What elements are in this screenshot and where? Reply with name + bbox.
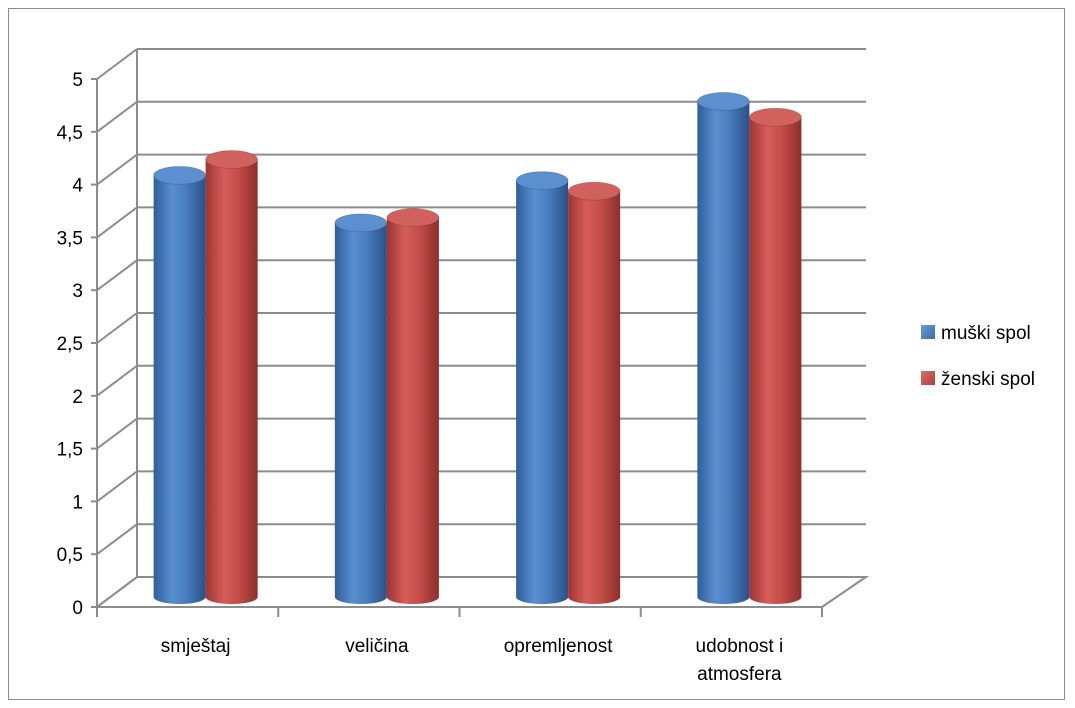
bar-body <box>568 191 621 605</box>
bar-body <box>697 101 750 605</box>
bar-top <box>334 213 388 233</box>
bar <box>567 181 621 605</box>
bar <box>515 171 569 605</box>
bar-top <box>386 208 440 228</box>
floor <box>94 576 870 608</box>
bar-top <box>515 171 569 191</box>
side-gridline <box>96 206 138 239</box>
axis-layer: 0 0,5 1 1,5 2 2,5 3 3,5 4 4,5 5 smještaj veličina opr… <box>57 70 823 685</box>
bar-top <box>567 181 621 201</box>
bars-layer <box>153 91 802 605</box>
side-gridline <box>96 312 138 344</box>
side-gridline <box>96 48 138 80</box>
y-tick-label: 4,5 <box>57 123 83 144</box>
bar-top <box>205 149 259 169</box>
y-tick-label: 0 <box>72 598 83 619</box>
bar-body <box>749 117 802 605</box>
legend-swatch <box>921 371 935 385</box>
y-tick-label: 1,5 <box>57 440 83 461</box>
bar <box>205 149 259 605</box>
bar-body <box>334 222 387 605</box>
bar <box>696 91 750 605</box>
y-tick-label: 2 <box>72 387 83 408</box>
bar <box>334 213 388 605</box>
legend: muški spol ženski spol <box>921 323 1035 390</box>
legend-swatch <box>921 325 935 339</box>
bar-top <box>748 107 802 127</box>
bar <box>153 165 207 605</box>
bar-body <box>205 159 258 605</box>
y-tick-label: 3,5 <box>57 228 83 249</box>
bar-top <box>153 165 207 185</box>
y-tick-label: 4 <box>72 176 83 197</box>
side-gridline <box>96 153 138 186</box>
bar <box>748 107 802 605</box>
x-category-label: udobnost i atmosfera <box>696 636 784 685</box>
y-tick-label: 0,5 <box>57 545 83 566</box>
side-gridline <box>96 259 138 292</box>
x-category-label: veličina <box>345 636 409 657</box>
y-tick-label: 1 <box>72 492 83 513</box>
bar-top <box>696 91 750 111</box>
bar-body <box>516 180 569 605</box>
side-gridline <box>96 523 138 556</box>
side-gridline <box>96 364 138 397</box>
y-tick-label: 5 <box>72 70 83 91</box>
side-gridline <box>96 470 138 503</box>
bar-body <box>386 217 439 605</box>
x-category-label: opremljenost <box>504 636 613 657</box>
legend-item: muški spol <box>921 323 1031 344</box>
legend-item: ženski spol <box>921 369 1035 390</box>
y-tick-label: 3 <box>72 281 83 302</box>
bar-body <box>153 175 206 605</box>
bar <box>386 208 440 605</box>
x-category-label: smještaj <box>161 636 231 657</box>
side-gridline <box>96 101 138 133</box>
legend-label: ženski spol <box>941 369 1035 390</box>
side-gridline <box>96 417 138 450</box>
legend-label: muški spol <box>941 323 1031 344</box>
y-tick-label: 2,5 <box>57 334 83 355</box>
